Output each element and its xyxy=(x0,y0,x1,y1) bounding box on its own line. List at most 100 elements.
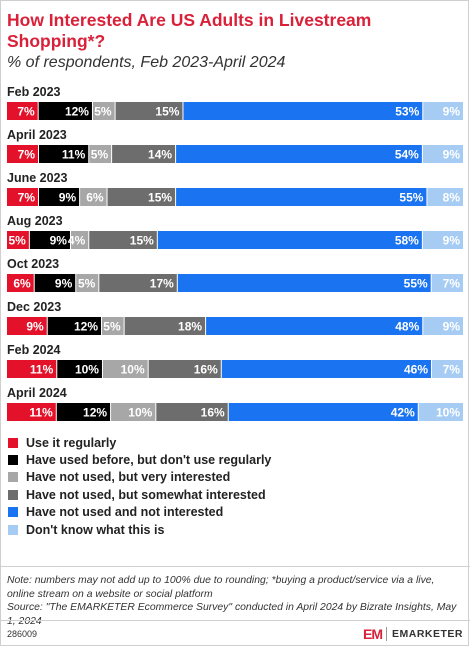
data-label-oct-2023-don-t-know-what-this-is: 7% xyxy=(443,277,461,291)
data-label-oct-2023-have-not-used-and-not-interested: 55% xyxy=(404,277,428,291)
data-label-aug-2023-don-t-know-what-this-is: 9% xyxy=(443,234,461,248)
chart-id: 286009 xyxy=(7,629,38,639)
bar-oct-2023-don-t-know-what-this-is xyxy=(431,274,463,292)
legend-swatch xyxy=(8,489,18,500)
legend-item-have-not-used-but-very-interested: Have not used, but very interested xyxy=(8,469,271,486)
legend-swatch xyxy=(8,437,18,448)
bar-aug-2023-use-it-regularly xyxy=(7,231,29,249)
data-label-june-2023-have-not-used-and-not-interested: 55% xyxy=(399,191,423,205)
footer-source: Source: "The EMARKETER Ecommerce Survey"… xyxy=(7,602,457,627)
chart-title: How Interested Are US Adults in Livestre… xyxy=(7,10,372,51)
bar-april-2024-don-t-know-what-this-is xyxy=(418,403,463,421)
category-label-aug-2023: Aug 2023 xyxy=(7,214,63,228)
bar-aug-2023-have-not-used-but-very-interested xyxy=(70,231,89,249)
category-label-feb-2023: Feb 2023 xyxy=(7,86,61,99)
bar-oct-2023-have-used-before-but-don-t-use-regularly xyxy=(34,274,76,292)
data-label-june-2023-use-it-regularly: 7% xyxy=(18,191,36,205)
data-label-june-2023-have-not-used-but-very-interested: 6% xyxy=(86,191,104,205)
data-label-april-2023-have-not-used-but-very-interested: 5% xyxy=(91,148,109,162)
data-label-dec-2023-don-t-know-what-this-is: 9% xyxy=(443,320,461,334)
data-label-april-2023-use-it-regularly: 7% xyxy=(18,148,36,162)
data-label-feb-2023-have-used-before-but-don-t-use-regularly: 12% xyxy=(65,105,89,119)
legend-swatch xyxy=(8,455,18,466)
legend-label: Use it regularly xyxy=(26,435,117,450)
legend-item-have-not-used-but-somewhat-interested: Have not used, but somewhat interested xyxy=(8,486,271,503)
legend-item-don-t-know-what-this-is: Don't know what this is xyxy=(8,521,271,538)
data-label-feb-2023-don-t-know-what-this-is: 9% xyxy=(443,105,461,119)
footer-note: Note: numbers may not add up to 100% due… xyxy=(7,575,435,600)
bar-feb-2024-have-not-used-but-somewhat-interested xyxy=(148,360,221,378)
data-label-aug-2023-have-used-before-but-don-t-use-regularly: 9% xyxy=(50,234,68,248)
bar-dec-2023-use-it-regularly xyxy=(7,317,47,335)
bar-june-2023-have-not-used-and-not-interested xyxy=(176,188,427,206)
category-label-april-2023: April 2023 xyxy=(7,128,67,142)
data-label-feb-2024-have-used-before-but-don-t-use-regularly: 10% xyxy=(75,363,99,377)
legend-swatch xyxy=(8,524,18,535)
bar-april-2023-have-not-used-but-somewhat-interested xyxy=(112,145,176,163)
data-label-feb-2024-have-not-used-but-somewhat-interested: 16% xyxy=(194,363,218,377)
bar-april-2023-use-it-regularly xyxy=(7,145,38,163)
data-label-april-2024-have-not-used-but-somewhat-interested: 16% xyxy=(201,406,225,420)
footer-divider-bottom xyxy=(0,620,470,621)
stacked-bar-chart: Feb 2023 7% 12% 5% 15% 53% 9% April 2023 7% 11% 5%… xyxy=(7,86,463,421)
data-label-feb-2023-have-not-used-but-somewhat-interested: 15% xyxy=(155,105,179,119)
bar-feb-2023-have-not-used-and-not-interested xyxy=(183,102,423,120)
data-label-oct-2023-have-not-used-but-very-interested: 5% xyxy=(78,277,96,291)
data-label-dec-2023-have-used-before-but-don-t-use-regularly: 12% xyxy=(74,320,98,334)
bar-june-2023-don-t-know-what-this-is xyxy=(427,188,463,206)
data-label-feb-2024-have-not-used-but-very-interested: 10% xyxy=(121,363,145,377)
data-label-april-2024-have-used-before-but-don-t-use-regularly: 12% xyxy=(83,406,107,420)
bar-feb-2024-don-t-know-what-this-is xyxy=(432,360,463,378)
category-label-feb-2024: Feb 2024 xyxy=(7,343,61,357)
data-label-feb-2023-use-it-regularly: 7% xyxy=(17,105,35,119)
bar-aug-2023-have-not-used-and-not-interested xyxy=(157,231,422,249)
legend-label: Have not used and not interested xyxy=(26,505,224,520)
bar-feb-2024-have-not-used-and-not-interested xyxy=(221,360,432,378)
data-label-june-2023-don-t-know-what-this-is: 8% xyxy=(443,191,461,205)
legend-label: Have not used, but somewhat interested xyxy=(26,487,266,502)
data-label-aug-2023-have-not-used-but-somewhat-interested: 15% xyxy=(130,234,154,248)
bar-dec-2023-have-not-used-and-not-interested xyxy=(206,317,423,335)
legend-swatch xyxy=(8,472,18,483)
bar-oct-2023-have-not-used-but-somewhat-interested xyxy=(99,274,177,292)
bar-feb-2023-have-not-used-but-somewhat-interested xyxy=(115,102,183,120)
chart-subtitle: % of respondents, Feb 2023-April 2024 xyxy=(7,54,286,71)
data-label-aug-2023-have-not-used-but-very-interested: 4% xyxy=(68,234,86,248)
bar-dec-2023-have-not-used-but-somewhat-interested xyxy=(124,317,206,335)
data-label-april-2024-don-t-know-what-this-is: 10% xyxy=(436,406,460,420)
legend-item-use-it-regularly: Use it regularly xyxy=(8,434,271,451)
bar-feb-2023-have-not-used-but-very-interested xyxy=(92,102,115,120)
bar-april-2024-have-not-used-and-not-interested xyxy=(228,403,418,421)
bar-feb-2024-have-not-used-but-very-interested xyxy=(102,360,148,378)
data-label-aug-2023-use-it-regularly: 5% xyxy=(9,234,27,248)
legend-label: Don't know what this is xyxy=(26,522,165,537)
brand-separator xyxy=(385,627,387,641)
data-label-aug-2023-have-not-used-and-not-interested: 58% xyxy=(395,234,419,248)
data-label-june-2023-have-used-before-but-don-t-use-regularly: 9% xyxy=(59,191,77,205)
category-label-dec-2023: Dec 2023 xyxy=(7,300,61,314)
legend-label: Have not used, but very interested xyxy=(26,470,231,485)
data-label-april-2023-have-not-used-but-somewhat-interested: 14% xyxy=(148,148,172,162)
data-label-april-2023-have-not-used-and-not-interested: 54% xyxy=(395,148,419,162)
bar-dec-2023-don-t-know-what-this-is xyxy=(423,317,463,335)
brand-logo: EM EMARKETER xyxy=(363,626,463,642)
data-label-feb-2023-have-not-used-and-not-interested: 53% xyxy=(395,105,419,119)
data-label-oct-2023-use-it-regularly: 6% xyxy=(13,277,31,291)
bar-april-2024-have-not-used-but-very-interested xyxy=(111,403,156,421)
bar-june-2023-have-not-used-but-very-interested xyxy=(80,188,107,206)
legend-swatch xyxy=(8,507,18,518)
data-label-feb-2024-have-not-used-and-not-interested: 46% xyxy=(404,363,428,377)
bar-feb-2024-have-used-before-but-don-t-use-regularly xyxy=(57,360,102,378)
bar-dec-2023-have-used-before-but-don-t-use-regularly xyxy=(47,317,102,335)
bar-april-2023-have-used-before-but-don-t-use-regularly xyxy=(38,145,89,163)
bar-dec-2023-have-not-used-but-very-interested xyxy=(102,317,124,335)
bar-aug-2023-don-t-know-what-this-is xyxy=(422,231,463,249)
bar-april-2024-have-used-before-but-don-t-use-regularly xyxy=(56,403,111,421)
bar-june-2023-use-it-regularly xyxy=(7,188,38,206)
data-label-dec-2023-have-not-used-but-very-interested: 5% xyxy=(103,320,121,334)
bar-april-2023-have-not-used-but-very-interested xyxy=(89,145,112,163)
bar-oct-2023-use-it-regularly xyxy=(7,274,34,292)
bar-april-2024-use-it-regularly xyxy=(7,403,56,421)
bar-feb-2023-don-t-know-what-this-is xyxy=(423,102,463,120)
